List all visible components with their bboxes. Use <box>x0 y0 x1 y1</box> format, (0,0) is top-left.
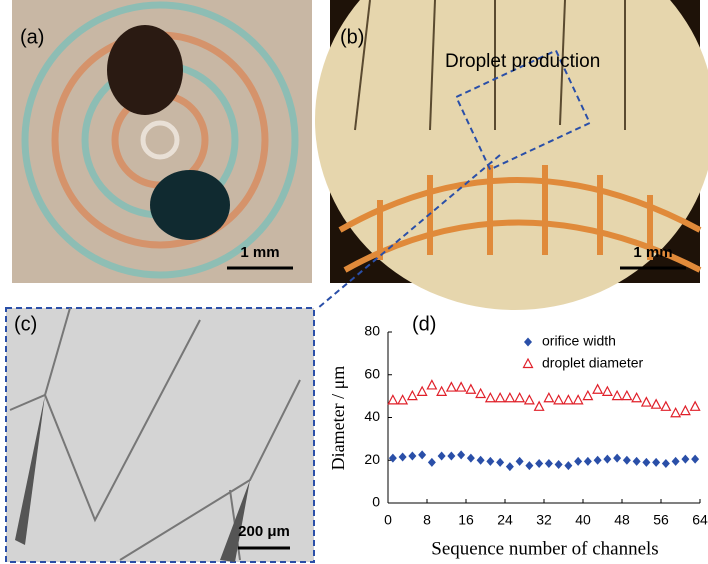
point <box>583 391 592 400</box>
y-tick-label: 80 <box>364 323 380 339</box>
point <box>652 400 661 409</box>
point <box>447 383 456 392</box>
point <box>535 459 543 468</box>
legend-marker <box>524 338 532 347</box>
point <box>418 450 426 459</box>
point <box>525 395 534 404</box>
point <box>389 454 397 463</box>
panel-label: (d) <box>412 313 436 335</box>
y-axis-title: Diameter / μm <box>328 366 348 471</box>
point <box>438 451 446 460</box>
point <box>652 458 660 467</box>
point <box>496 393 505 402</box>
point <box>525 461 533 470</box>
point <box>555 460 563 469</box>
legend-label: orifice width <box>542 333 616 349</box>
x-tick-label: 8 <box>423 512 431 528</box>
x-axis-title: Sequence number of channels <box>431 538 658 559</box>
point <box>418 387 427 396</box>
point <box>399 453 407 462</box>
point <box>642 458 650 467</box>
point <box>574 395 583 404</box>
point <box>505 393 514 402</box>
point <box>613 454 621 463</box>
point <box>574 457 582 466</box>
point <box>661 402 670 411</box>
legend-marker <box>524 359 533 368</box>
point <box>466 385 475 394</box>
point <box>594 456 602 465</box>
point <box>427 380 436 389</box>
drop <box>107 25 183 115</box>
x-tick-label: 32 <box>536 512 552 528</box>
scale-text: 200 μm <box>238 523 290 540</box>
point <box>545 459 553 468</box>
page: (a) 1 mm (b) Droplet production 1 mm (c)… <box>0 0 708 564</box>
y-tick-label: 40 <box>364 408 380 424</box>
point <box>564 395 573 404</box>
scale-text: 1 mm <box>633 244 672 261</box>
point <box>447 451 455 460</box>
point <box>544 393 553 402</box>
y-tick-label: 0 <box>372 494 380 510</box>
point <box>477 456 485 465</box>
point <box>671 408 680 417</box>
x-tick-label: 16 <box>458 512 474 528</box>
point <box>535 402 544 411</box>
point <box>681 406 690 415</box>
point <box>584 457 592 466</box>
point <box>388 395 397 404</box>
point <box>623 456 631 465</box>
scale-text: 1 mm <box>240 244 279 261</box>
point <box>476 389 485 398</box>
panel-label: (a) <box>20 26 44 48</box>
legend-label: droplet diameter <box>542 355 644 371</box>
point <box>428 458 436 467</box>
point <box>603 455 611 464</box>
point <box>691 455 699 464</box>
point <box>691 402 700 411</box>
point <box>593 385 602 394</box>
x-tick-label: 0 <box>384 512 392 528</box>
figure: (a) 1 mm (b) Droplet production 1 mm (c)… <box>0 0 708 564</box>
y-tick-label: 20 <box>364 451 380 467</box>
y-tick-label: 60 <box>364 365 380 381</box>
drop <box>150 170 230 240</box>
point <box>437 387 446 396</box>
point <box>467 454 475 463</box>
point <box>632 393 641 402</box>
point <box>613 391 622 400</box>
point <box>622 391 631 400</box>
x-tick-label: 56 <box>653 512 669 528</box>
panel-label: (b) <box>340 26 364 48</box>
point <box>408 391 417 400</box>
point <box>662 459 670 468</box>
panel-label: (c) <box>14 313 37 335</box>
point <box>672 457 680 466</box>
point <box>457 450 465 459</box>
point <box>642 398 651 407</box>
point <box>554 395 563 404</box>
point <box>486 457 494 466</box>
point <box>603 387 612 396</box>
point <box>515 393 524 402</box>
x-tick-label: 24 <box>497 512 513 528</box>
x-tick-label: 40 <box>575 512 591 528</box>
x-tick-label: 64 <box>692 512 708 528</box>
point <box>516 457 524 466</box>
x-tick-label: 48 <box>614 512 630 528</box>
point <box>564 461 572 470</box>
point <box>633 457 641 466</box>
annotation: Droplet production <box>445 51 600 72</box>
point <box>408 451 416 460</box>
point <box>496 458 504 467</box>
point <box>398 395 407 404</box>
point <box>506 462 514 471</box>
point <box>457 383 466 392</box>
point <box>486 393 495 402</box>
point <box>681 455 689 464</box>
